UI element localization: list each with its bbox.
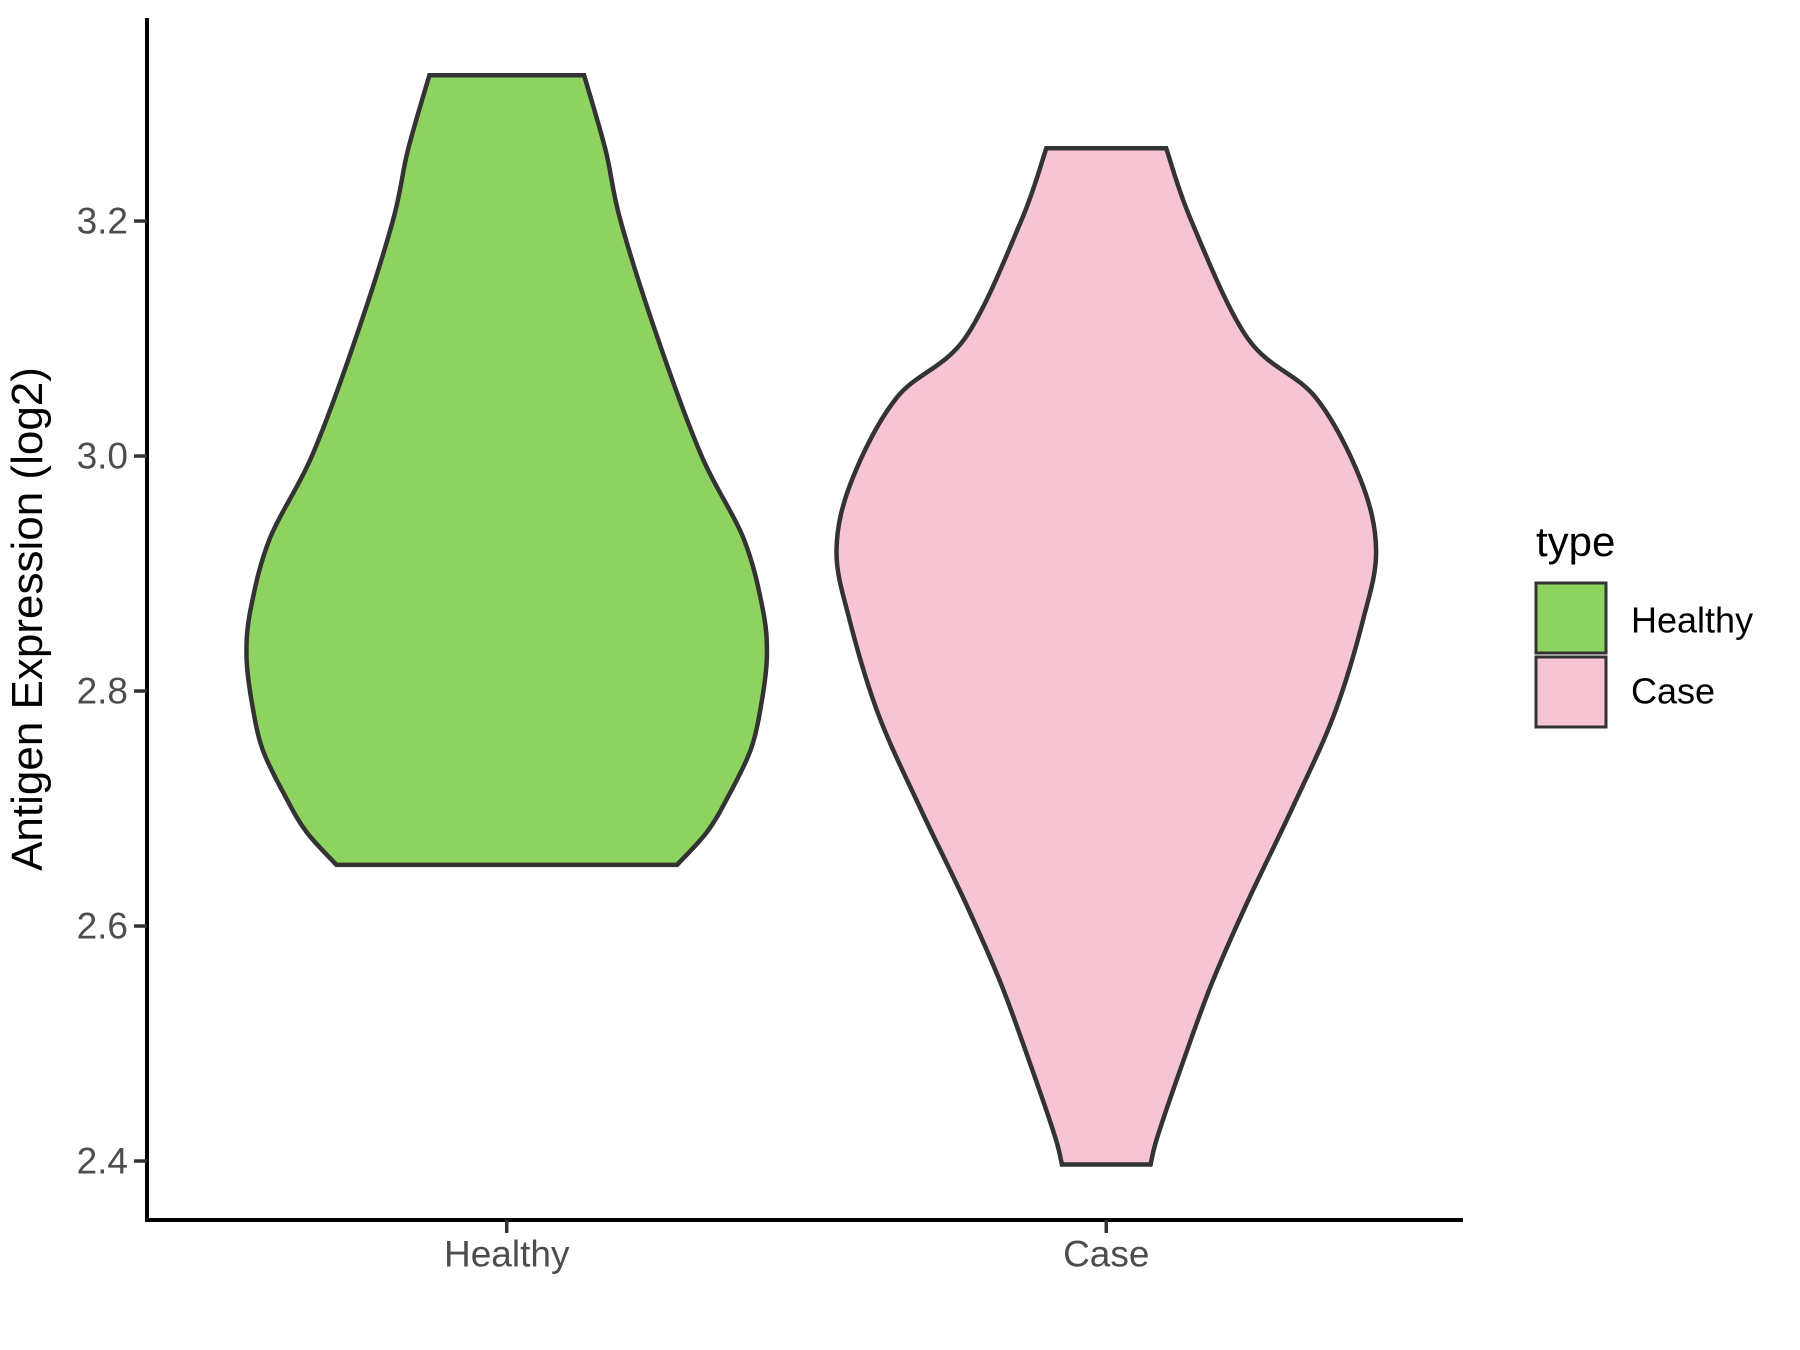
legend-swatch-case <box>1534 655 1608 729</box>
legend: type Healthy Case <box>1534 518 1753 729</box>
y-tick-label: 2.6 <box>77 906 128 947</box>
x-tick-label-healthy: Healthy <box>444 1234 570 1275</box>
legend-label-case: Case <box>1631 671 1715 712</box>
y-axis-tick-labels: 2.4 2.6 2.8 3.0 3.2 <box>77 201 128 1182</box>
x-axis-tick-labels: Healthy Case <box>444 1234 1149 1275</box>
violins-layer <box>244 73 1379 1167</box>
y-tick-label: 2.4 <box>77 1141 128 1182</box>
axis-lines <box>134 18 1463 1233</box>
legend-title: type <box>1536 518 1615 565</box>
y-tick-label: 3.0 <box>77 436 128 477</box>
x-tick-label-case: Case <box>1063 1234 1149 1275</box>
legend-swatch-healthy <box>1534 581 1608 655</box>
violin-case <box>834 145 1379 1167</box>
y-tick-label: 2.8 <box>77 671 128 712</box>
violin-healthy <box>244 73 770 868</box>
y-tick-label: 3.2 <box>77 201 128 242</box>
y-axis-title: Antigen Expression (log2) <box>3 367 52 871</box>
legend-label-healthy: Healthy <box>1631 600 1753 641</box>
